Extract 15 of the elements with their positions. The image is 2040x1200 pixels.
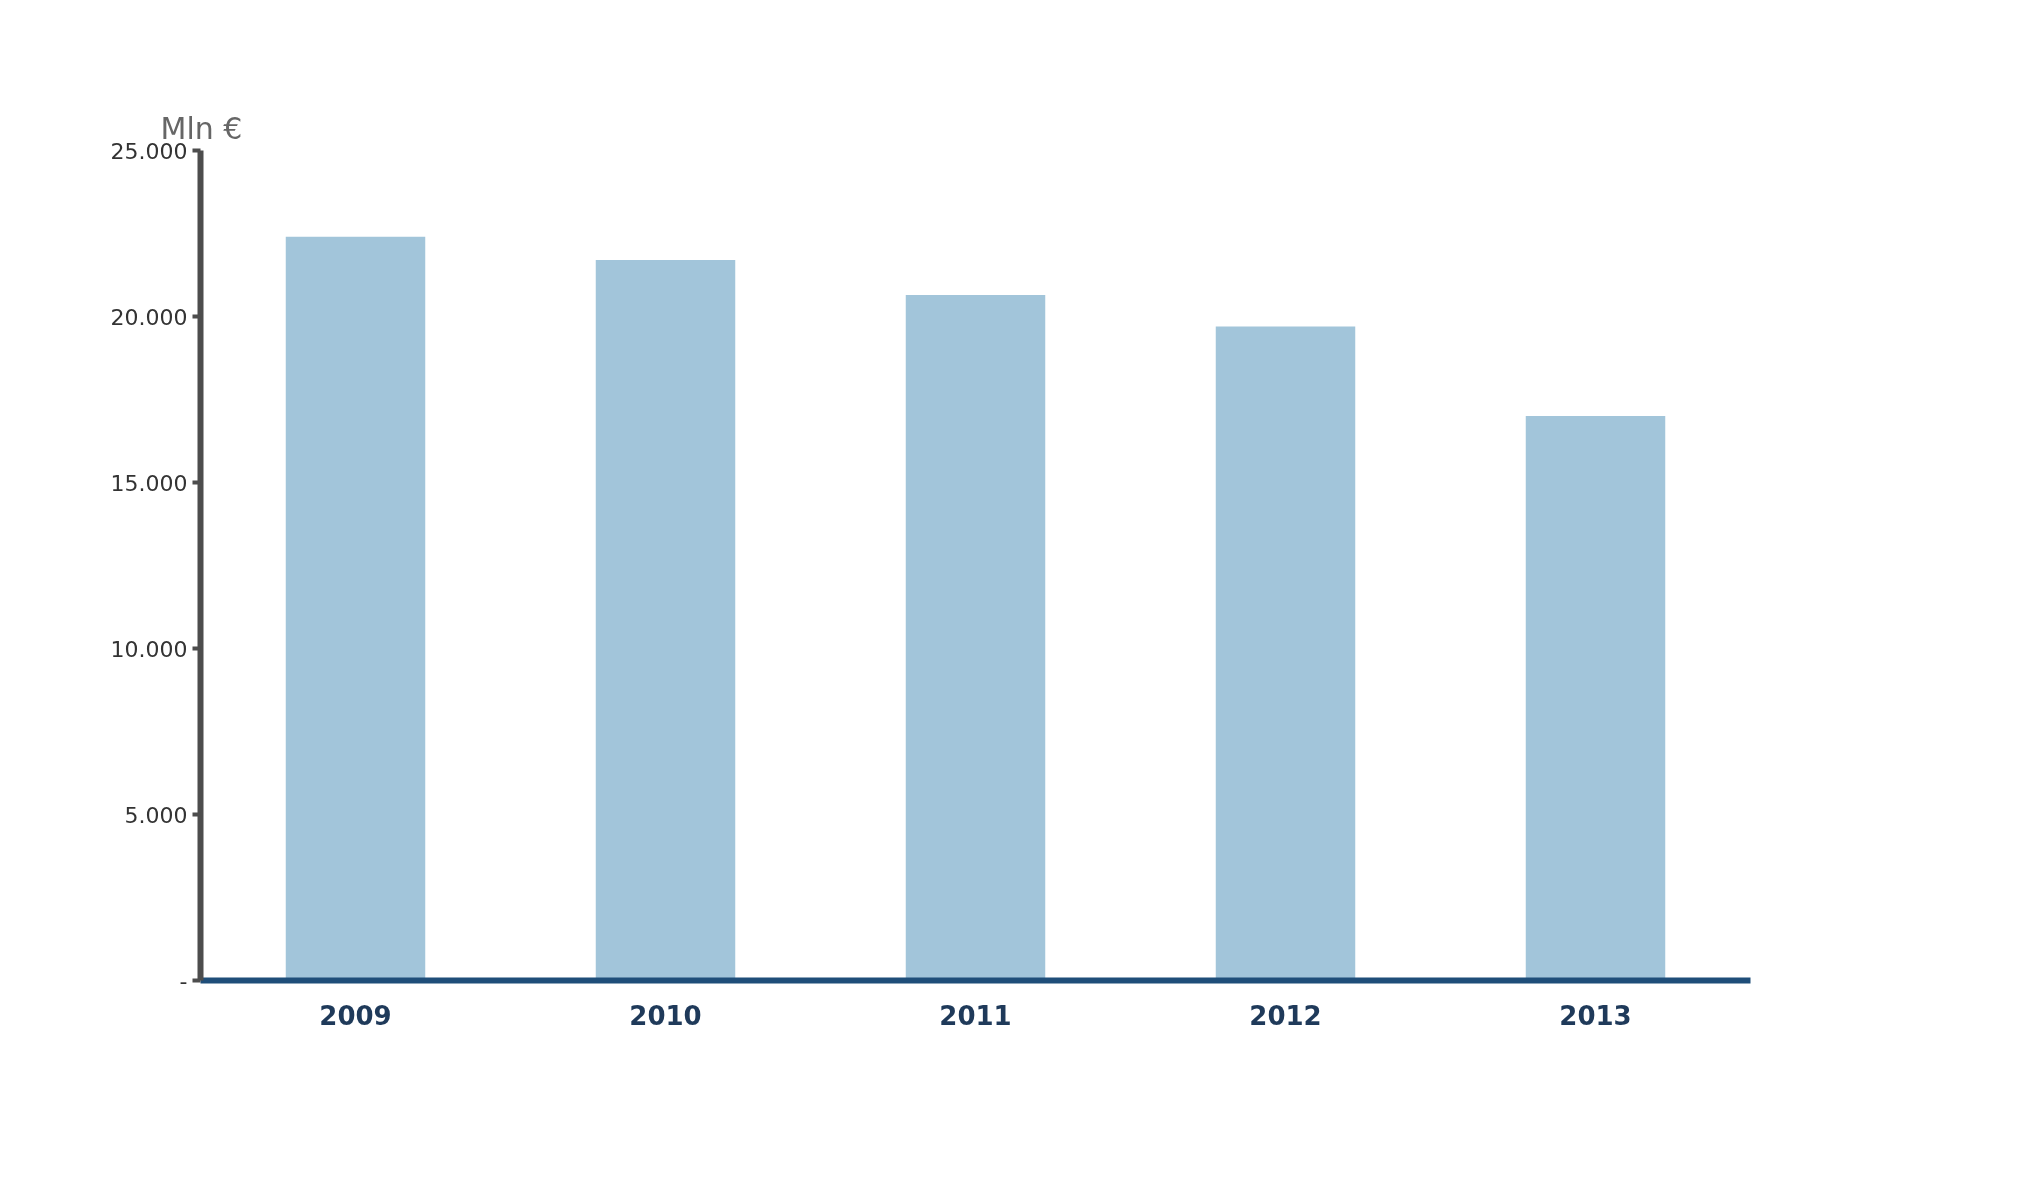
y-tick-label: - [179, 968, 188, 994]
x-tick-label: 2011 [939, 1000, 1012, 1031]
y-tick-label: 5.000 [124, 802, 188, 828]
x-tick-label: 2009 [319, 1000, 392, 1031]
y-tick-label: 10.000 [110, 636, 188, 662]
bar [905, 294, 1046, 981]
y-tick-label: 20.000 [110, 304, 188, 330]
y-tick-label: 15.000 [110, 470, 188, 496]
x-tick-label: 2012 [1249, 1000, 1322, 1031]
bar [285, 236, 426, 981]
bar [1215, 326, 1356, 981]
x-tick-label: 2013 [1559, 1000, 1632, 1031]
bar [595, 260, 736, 981]
x-tick-label: 2010 [629, 1000, 702, 1031]
bar [1525, 416, 1666, 981]
